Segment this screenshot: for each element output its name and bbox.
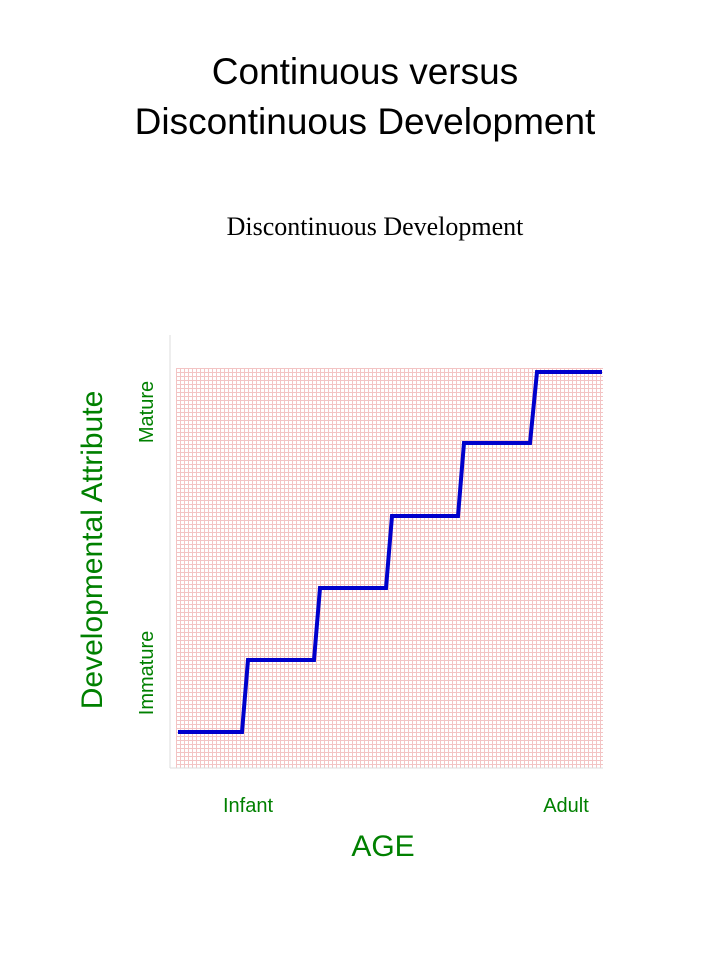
y-low-label: Immature [136,631,158,715]
title-line: Discontinuous Development [135,101,596,142]
step-line [178,370,602,734]
x-axis-title: AGE [351,830,414,863]
title-line: Continuous versus [212,51,518,92]
y-high-label: Mature [136,381,158,443]
subtitle: Discontinuous Development [227,212,525,241]
x-high-label: Adult [543,795,589,817]
y-axis-title: Developmental Attribute [76,391,109,710]
x-low-label: Infant [223,795,273,817]
